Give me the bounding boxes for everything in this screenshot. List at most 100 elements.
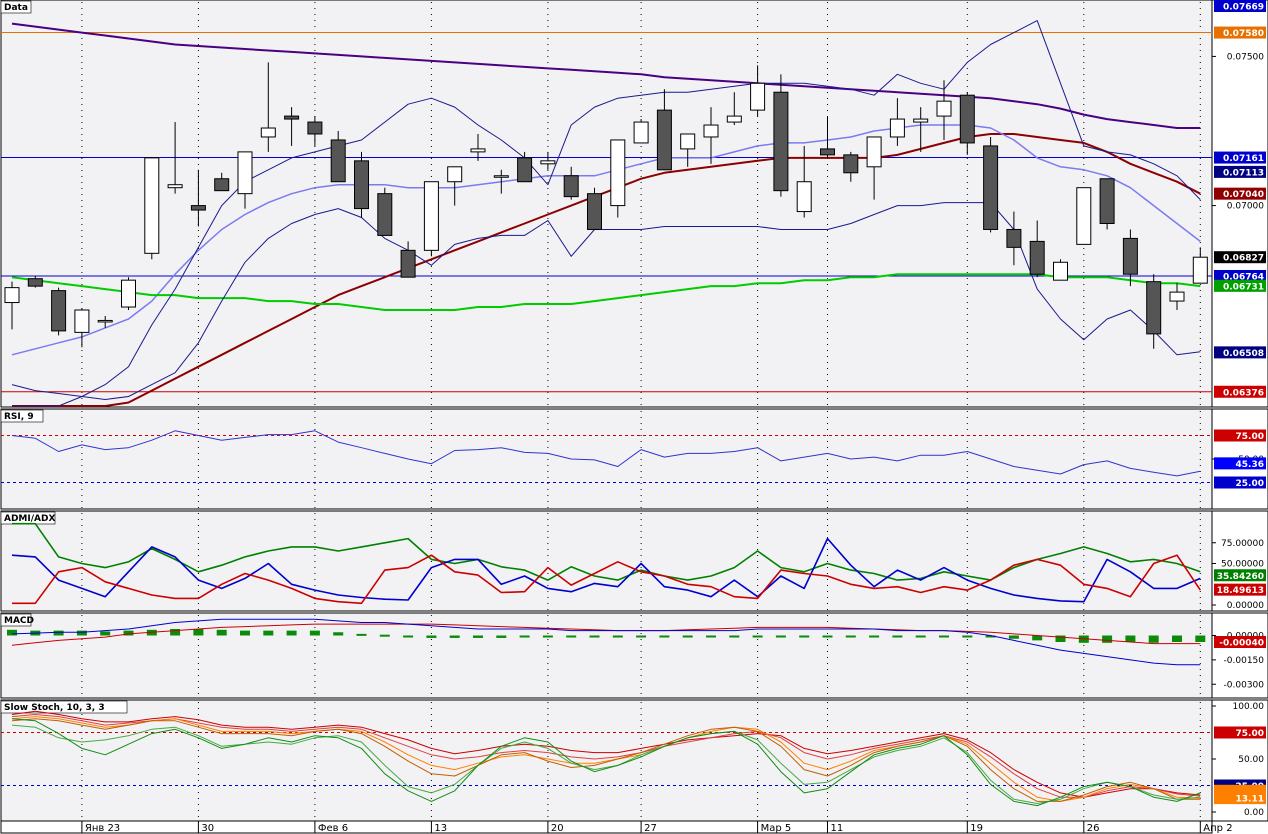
price-value-tag (1214, 279, 1266, 292)
price-value-tag-label: 0.06827 (1223, 254, 1264, 264)
candle-body (377, 193, 393, 236)
macd-histogram-bar (915, 635, 926, 638)
rsi-plot-area (0, 408, 1213, 510)
macd-histogram-bar (775, 635, 786, 638)
price-overlay-line-3 (11, 273, 1201, 311)
price-value-tag-label: 0.06731 (1223, 282, 1264, 292)
candle-body (587, 193, 602, 230)
macd-histogram-bar (659, 635, 670, 638)
candle-body (400, 249, 416, 278)
candle-body (959, 94, 975, 144)
admi-value-tag-label: 18.49613 (1217, 586, 1264, 596)
price-tick-label: 0.07500 (1227, 52, 1264, 62)
stoch-value-tag-label: 75.00 (1236, 729, 1264, 739)
candle-body (284, 115, 300, 120)
stoch-line-1 (11, 714, 1201, 798)
candle-body (51, 290, 67, 332)
candle-body (540, 160, 556, 165)
price-value-tag (1214, 151, 1266, 164)
macd-histogram-bar (799, 635, 810, 638)
rsi-title-box (0, 409, 44, 423)
macd-histogram-bar (869, 635, 880, 638)
candle-body (1122, 237, 1138, 275)
macd-histogram-bar (706, 635, 716, 638)
rsi-value-tag (1214, 476, 1266, 489)
macd-histogram-bar (426, 635, 437, 638)
x-axis: Янв 23 30 Фев 6 13 20 27 Мар 5 11 19 26 Апр 2 (0, 820, 1233, 834)
macd-histogram-bar (939, 635, 949, 638)
macd-histogram-bar (729, 635, 740, 638)
candle-body (656, 109, 672, 171)
stoch-title-box (0, 700, 128, 714)
macd-histogram-bar (589, 635, 600, 638)
macd-histogram-bar (193, 629, 204, 636)
candle-body (1029, 240, 1045, 275)
stoch-value-tag-label: 13.11 (1236, 795, 1264, 805)
macd-histogram-bar (263, 630, 274, 636)
macd-histogram-bar (309, 630, 320, 636)
macd-histogram-bar (100, 631, 111, 636)
price-value-tag-label: 0.07113 (1223, 168, 1264, 178)
stoch-line-2 (11, 716, 1201, 802)
stoch-line-4 (11, 724, 1201, 804)
x-axis-label: Мар 5 (761, 823, 792, 834)
price-value-tag (1214, 165, 1266, 178)
macd-tick-label: -0.00300 (1224, 680, 1265, 690)
candle-body (190, 205, 206, 211)
price-tick-label: 0.07000 (1227, 202, 1264, 212)
price-value-tag (1214, 385, 1266, 398)
price-value-tag-label: 0.06376 (1223, 388, 1264, 398)
candle-body (214, 178, 230, 192)
candle-body (820, 148, 835, 156)
price-value-tag (1214, 251, 1266, 264)
price-value-tag-label: 0.07580 (1223, 29, 1264, 39)
x-axis-label: 27 (644, 823, 657, 834)
stoch-line-5 (11, 718, 1201, 807)
stoch-line-0 (11, 710, 1201, 798)
candle-body (1076, 187, 1092, 245)
candle-body (237, 151, 253, 195)
macd-value-tag (1214, 636, 1266, 648)
admi-adx-panel: ADMI/ADX 75.00000 50.00000 0.00000 35.84260 1… (0, 510, 1268, 612)
x-axis-label: 20 (551, 823, 564, 834)
x-axis-label: Янв 23 (85, 823, 120, 834)
stoch-title: Slow Stoch, 10, 3, 3 (4, 703, 105, 713)
macd-histogram-bar (822, 635, 833, 638)
candle-body (703, 124, 719, 138)
x-axis-label: 26 (1087, 823, 1100, 834)
candle-body (796, 181, 812, 213)
x-axis-label: 19 (970, 823, 983, 834)
price-value-tag (1214, 26, 1266, 39)
macd-histogram-bar (76, 630, 87, 636)
candle-body (423, 181, 439, 251)
macd-histogram-bar (473, 635, 483, 638)
candle-body (144, 157, 160, 254)
candle-body (866, 136, 882, 168)
macd-tick-label: -0.00150 (1224, 656, 1265, 666)
stoch-tick-label: 100.00 (1233, 702, 1265, 712)
macd-histogram-bar (1195, 635, 1206, 642)
slow-stoch-panel: Slow Stoch, 10, 3, 3 100.00 50.00 0.00 75.00… (0, 699, 1268, 822)
candle-body (750, 82, 766, 111)
price-title: Data (4, 3, 28, 13)
macd-histogram-bar (1172, 635, 1182, 642)
admi-tick-label: 0.00000 (1227, 601, 1264, 611)
macd-value-tag-label: -0.00040 (1219, 639, 1264, 649)
macd-histogram-bar (240, 630, 250, 636)
price-value-tag (1214, 0, 1266, 12)
macd-panel: MACD0.00000-0.00150-0.00300-0.00040 (0, 612, 1268, 699)
price-overlay-line-0 (11, 22, 1201, 129)
admi-line-0 (12, 522, 1201, 581)
stoch-value-tag (1214, 792, 1266, 805)
price-value-tag (1214, 346, 1266, 359)
price-value-tag-label: 0.07040 (1223, 190, 1264, 200)
macd-histogram-bar (449, 635, 460, 638)
rsi-value-tag (1214, 429, 1266, 442)
price-panel: Data 0.07500 0.07000 0.07669 0.07580 0.07161 0… (0, 0, 1268, 408)
macd-histogram-bar (752, 635, 763, 638)
x-axis-strip (0, 820, 1213, 834)
macd-histogram-bar (985, 635, 996, 638)
candle-body (1192, 256, 1208, 284)
